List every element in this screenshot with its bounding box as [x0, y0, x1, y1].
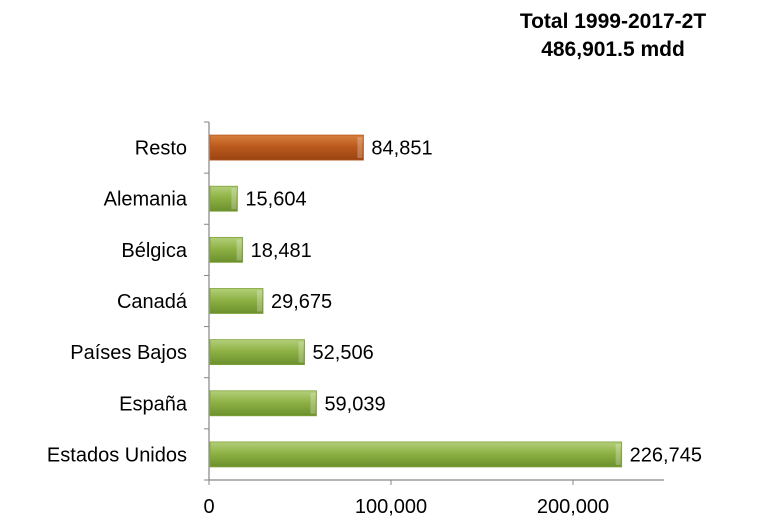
bar-cap-6: [357, 137, 363, 159]
data-label-2: 52,506: [313, 342, 374, 364]
x-tick-label-2: 200,000: [537, 496, 609, 518]
bar-cap-1: [310, 392, 316, 414]
bar-6: [209, 134, 364, 161]
x-tick-label-0: 0: [203, 496, 214, 518]
category-label-2: Países Bajos: [70, 342, 187, 364]
bar-2: [209, 339, 305, 366]
data-label-3: 29,675: [271, 291, 332, 313]
bar-0: [209, 441, 623, 468]
axes-layer: 0 100,000 200,000: [203, 121, 664, 518]
bar-5: [209, 185, 238, 212]
data-label-5: 15,604: [245, 189, 306, 211]
bar-cap-4: [236, 239, 242, 261]
category-label-4: Bélgica: [121, 240, 187, 262]
bar-4: [209, 236, 244, 263]
category-label-5: Alemania: [104, 189, 188, 211]
x-tick-label-1: 100,000: [355, 496, 427, 518]
category-label-3: Canadá: [117, 291, 188, 313]
bar-3: [209, 288, 264, 314]
category-label-6: Resto: [135, 138, 187, 160]
data-label-0: 226,745: [630, 444, 702, 466]
bar-cap-0: [615, 443, 621, 465]
chart-title: Total 1999-2017-2T: [519, 10, 707, 33]
data-label-4: 18,481: [251, 240, 312, 262]
chart-subtitle: 486,901.5 mdd: [541, 38, 685, 61]
category-label-1: España: [119, 393, 188, 415]
bar-cap-3: [257, 290, 263, 312]
labels-layer: Estados Unidos 226,745 España 59,039 Países …: [47, 138, 702, 467]
data-label-6: 84,851: [371, 138, 432, 160]
data-label-1: 59,039: [324, 393, 385, 415]
category-label-0: Estados Unidos: [47, 444, 187, 466]
bar-1: [209, 390, 317, 417]
chart-title-block: Total 1999-2017-2T 486,901.5 mdd: [473, 8, 753, 64]
bar-cap-5: [231, 188, 237, 210]
bar-cap-2: [298, 341, 304, 363]
bars-layer: [209, 134, 623, 468]
